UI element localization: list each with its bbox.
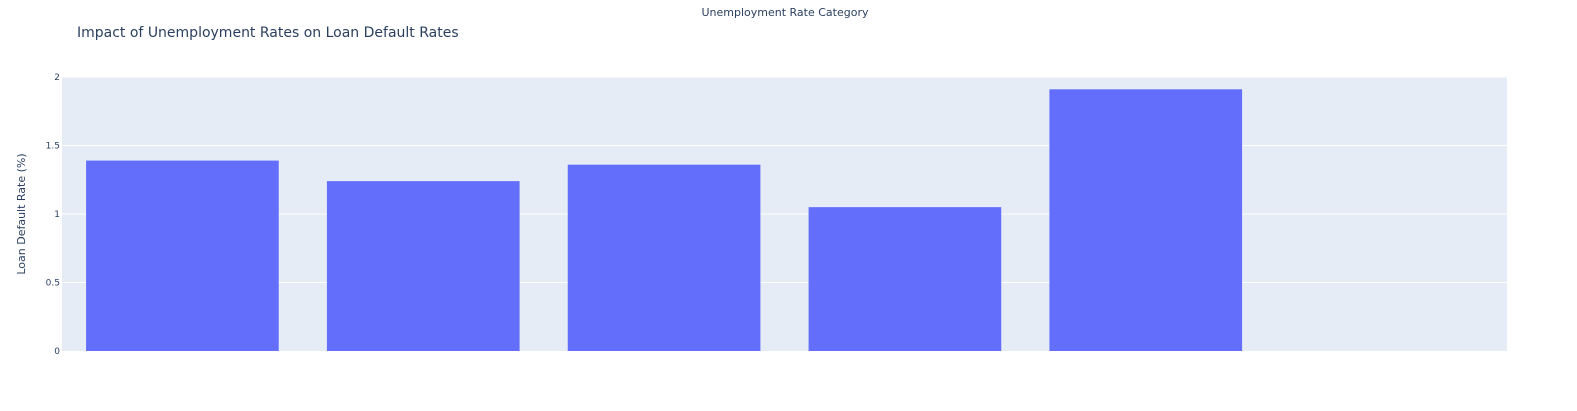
y-tick-label: 1.5 (46, 142, 60, 152)
bar[interactable] (567, 164, 761, 351)
gridlines (62, 76, 1507, 283)
y-tick-label: 2 (54, 73, 60, 83)
chart-title: Impact of Unemployment Rates on Loan Def… (77, 25, 459, 41)
bar[interactable] (808, 207, 1002, 351)
y-tick-label: 0.5 (46, 279, 60, 289)
y-tick-label: 0 (54, 347, 60, 357)
bars (86, 89, 1243, 351)
bar[interactable] (326, 181, 520, 351)
y-axis-title: Loan Default Rate (%) (15, 153, 28, 274)
bar[interactable] (86, 160, 279, 351)
y-tick-label: 1 (54, 210, 60, 220)
y-tick-labels: 0 0.5 1 1.5 2 (46, 73, 61, 357)
bar[interactable] (1049, 89, 1243, 351)
x-axis-title: Unemployment Rate Category (701, 6, 869, 19)
